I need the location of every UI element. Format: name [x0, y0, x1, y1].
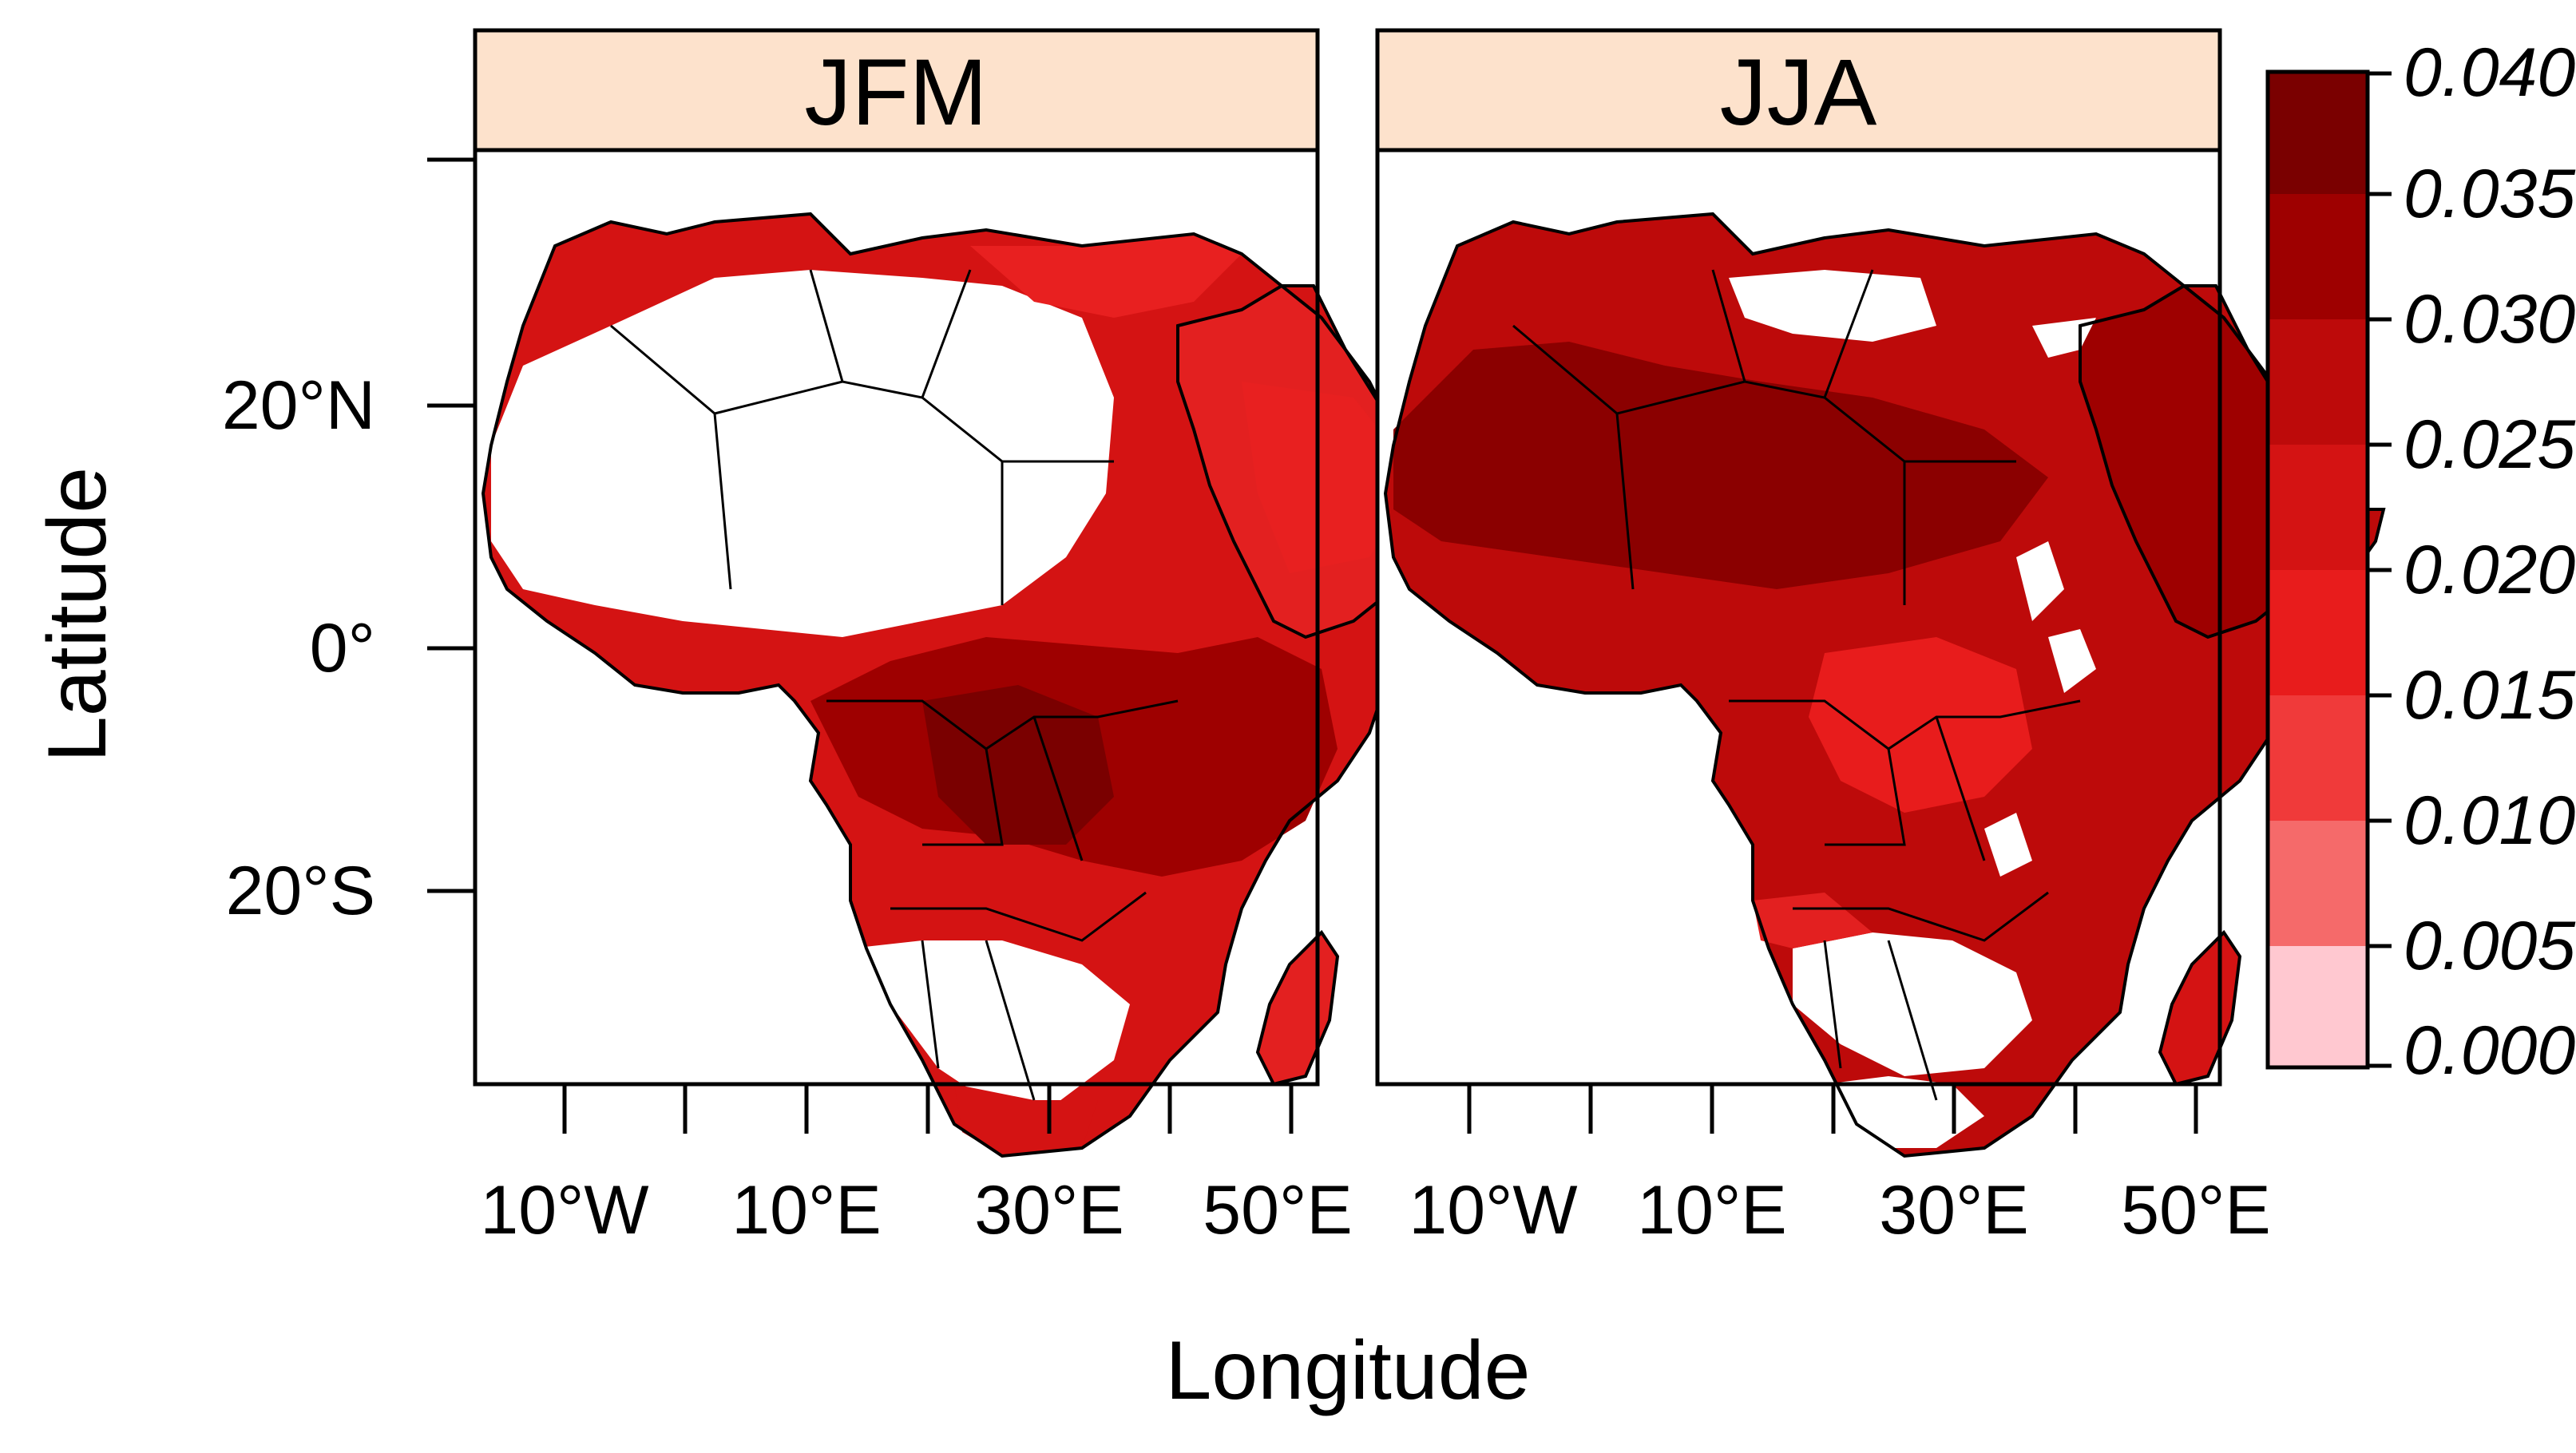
x-axis-label: Longitude: [1166, 1324, 1531, 1417]
panel-jja: JJA: [1375, 28, 2385, 1158]
y-axis-label: Latitude: [31, 467, 124, 762]
y-tick-label-20s: 20°S: [226, 853, 375, 929]
x-tick-label-jja-10e: 10°E: [1637, 1172, 1786, 1249]
colorbar-seg-3: [2268, 445, 2368, 570]
colorbar-label-3: 0.025: [2404, 406, 2576, 483]
x-tick-label-jfm-50e: 50°E: [1203, 1172, 1352, 1249]
colorbar-label-0: 0.040: [2404, 34, 2575, 111]
colorbar-label-8: 0.000: [2404, 1012, 2575, 1089]
kalahari-dry-region: [850, 940, 1130, 1108]
colorbar-label-1: 0.035: [2404, 156, 2576, 232]
panel-jfm-title: JFM: [804, 40, 987, 145]
colorbar: 0.040 0.035 0.030 0.025 0.020 0.015 0.01…: [2265, 34, 2576, 1089]
colorbar-seg-2: [2268, 319, 2368, 445]
colorbar-label-7: 0.005: [2404, 908, 2576, 984]
panel-jfm-map: [473, 148, 1483, 1158]
x-tick-label-jfm-10w: 10°W: [480, 1172, 648, 1249]
x-tick-label-jja-30e: 30°E: [1879, 1172, 2028, 1249]
colorbar-label-4: 0.020: [2404, 532, 2575, 608]
x-tick-label-jja-10w: 10°W: [1409, 1172, 1577, 1249]
colorbar-label-5: 0.015: [2404, 657, 2576, 734]
panel-jfm: JFM: [473, 28, 1483, 1158]
colorbar-seg-1: [2268, 194, 2368, 319]
x-tick-label-jfm-30e: 30°E: [974, 1172, 1124, 1249]
colorbar-seg-6: [2268, 821, 2368, 946]
sahara-dry-region: [491, 270, 1114, 637]
colorbar-seg-5: [2268, 695, 2368, 821]
egypt-dry-region: [1729, 270, 1936, 342]
panel-jfm-strip: [473, 28, 1320, 152]
colorbar-seg-7: [2268, 946, 2368, 1067]
colorbar-label-6: 0.010: [2404, 782, 2575, 859]
east-africa-dry-patches: [1984, 541, 2096, 877]
y-tick-label-0: 0°: [310, 610, 375, 687]
southern-dry-region: [1793, 932, 2032, 1076]
colorbar-seg-4: [2268, 570, 2368, 695]
colorbar-seg-0: [2268, 72, 2368, 194]
panel-jja-title: JJA: [1720, 40, 1877, 145]
sahel-wet-region: [1393, 342, 2048, 589]
colorbar-label-2: 0.030: [2404, 281, 2575, 358]
x-tick-label-jfm-10e: 10°E: [731, 1172, 881, 1249]
x-tick-label-jja-50e: 50°E: [2121, 1172, 2270, 1249]
y-tick-label-20n: 20°N: [222, 367, 375, 444]
x-axis-jfm: 10°W 10°E 30°E 50°E: [480, 1084, 1353, 1249]
panel-jja-map: [1375, 148, 2385, 1158]
y-axis: 20°N 0° 20°S Latitude: [31, 157, 475, 929]
x-axis-jja: 10°W 10°E 30°E 50°E: [1409, 1084, 2271, 1249]
